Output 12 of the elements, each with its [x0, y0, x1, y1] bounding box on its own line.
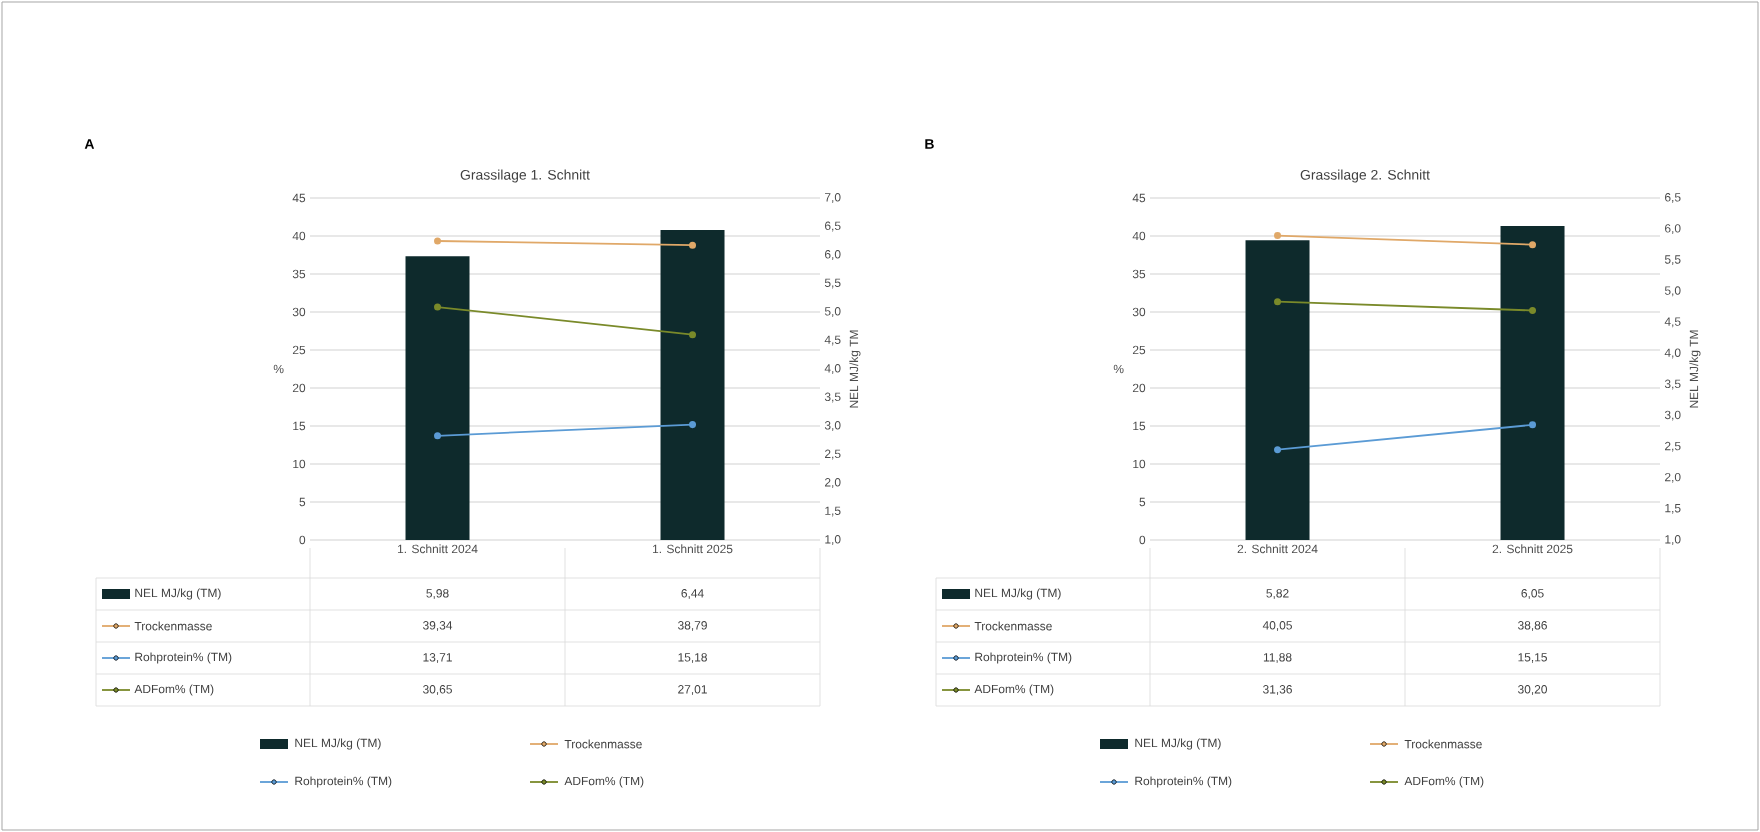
point — [689, 331, 697, 339]
point — [1529, 241, 1537, 249]
point — [689, 241, 697, 249]
point — [1529, 421, 1537, 429]
point — [434, 303, 442, 311]
point — [1529, 306, 1537, 314]
point — [1274, 446, 1282, 454]
point — [1274, 232, 1282, 240]
point — [434, 432, 442, 440]
point — [689, 421, 697, 429]
point — [1274, 298, 1282, 306]
point — [434, 237, 442, 245]
